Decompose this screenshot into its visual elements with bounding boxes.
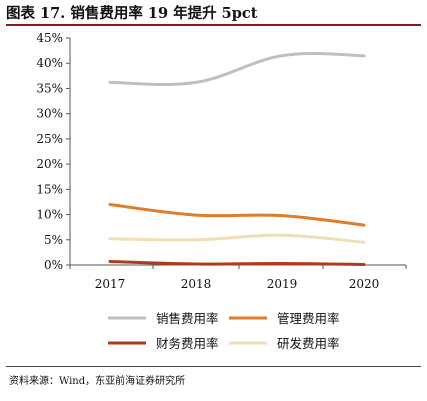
x-tick-label: 2019 bbox=[267, 277, 298, 291]
legend-label: 管理费用率 bbox=[277, 311, 340, 326]
x-tick-label: 2018 bbox=[181, 277, 212, 291]
y-tick-label: 35% bbox=[36, 81, 63, 95]
y-tick-label: 5% bbox=[44, 233, 63, 247]
x-tick-label: 2017 bbox=[95, 277, 126, 291]
x-tick-label: 2020 bbox=[349, 277, 380, 291]
y-tick-label: 0% bbox=[44, 258, 63, 272]
legend-label: 销售费用率 bbox=[156, 311, 219, 326]
y-tick-label: 20% bbox=[36, 157, 63, 171]
y-tick-label: 45% bbox=[36, 31, 63, 45]
legend-label: 财务费用率 bbox=[156, 336, 219, 351]
series-line-1 bbox=[108, 52, 366, 87]
y-tick-label: 15% bbox=[36, 182, 63, 196]
series-line-4 bbox=[108, 233, 366, 244]
series-line-2 bbox=[108, 202, 366, 227]
legend-label: 研发费用率 bbox=[277, 336, 340, 351]
y-tick-label: 25% bbox=[36, 132, 63, 146]
series-line-3 bbox=[108, 259, 366, 266]
title-rule bbox=[6, 24, 421, 26]
line-chart: 0% 5% 10% 15% 20% 25% 30% 35% 40% 45% 2017 2018 2019… bbox=[36, 31, 407, 351]
chart-title: 图表 17. 销售费用率 19 年提升 5pct bbox=[6, 5, 258, 22]
y-tick-label: 10% bbox=[36, 208, 63, 222]
source-note: 资料来源：Wind，东亚前海证券研究所 bbox=[9, 376, 186, 387]
footer-rule bbox=[6, 366, 421, 367]
y-tick-label: 30% bbox=[36, 107, 63, 121]
y-tick-label: 40% bbox=[36, 56, 63, 70]
